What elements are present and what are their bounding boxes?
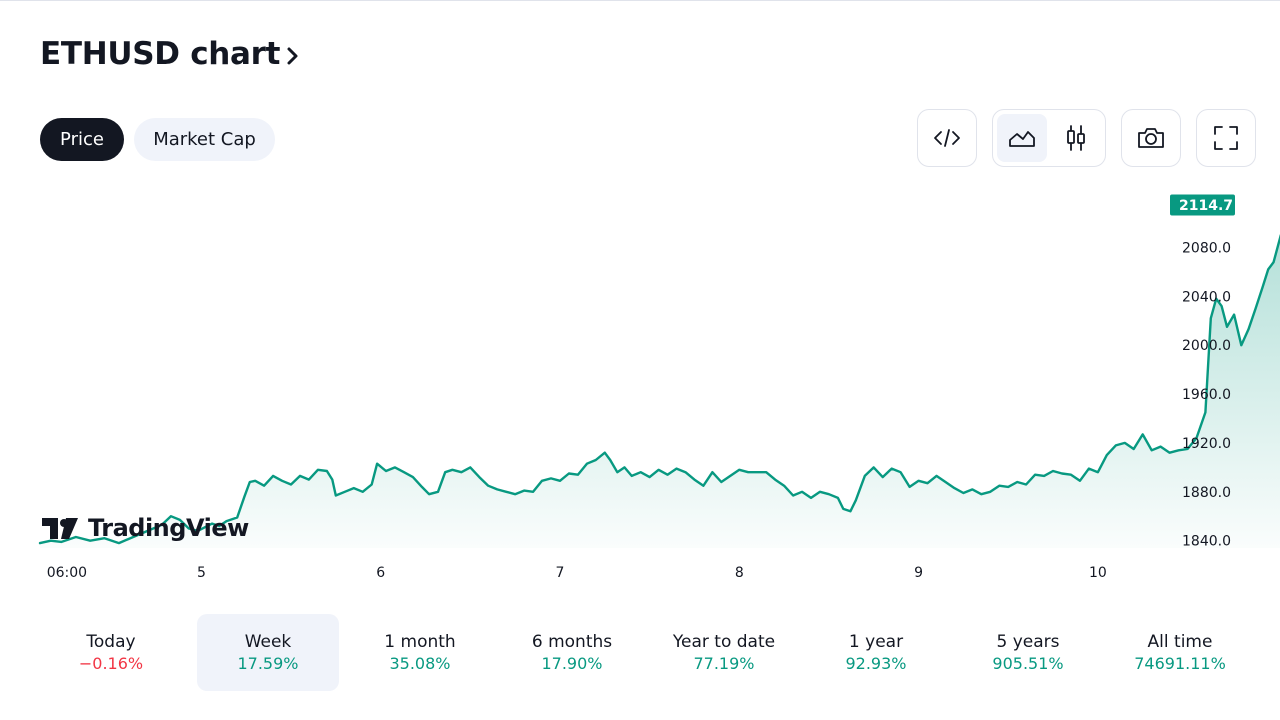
price-line xyxy=(38,234,1280,545)
y-tick-label: 2080.0 xyxy=(1182,240,1231,256)
y-tick-label: 1920.0 xyxy=(1182,436,1231,452)
page-title-text: ETHUSD chart xyxy=(40,36,281,72)
last-price-badge: 2114.7 xyxy=(1170,194,1235,216)
tab-price-label: Price xyxy=(60,129,104,150)
tradingview-watermark: TradingView xyxy=(42,514,250,542)
page-title[interactable]: ETHUSD chart xyxy=(40,36,300,72)
area-chart-icon xyxy=(1009,131,1035,147)
period-label: All time xyxy=(1147,631,1213,652)
period-week[interactable]: Week 17.59% xyxy=(197,614,339,691)
x-tick-label: 5 xyxy=(197,565,206,581)
embed-code-button[interactable] xyxy=(917,109,977,167)
period-1-month[interactable]: 1 month 35.08% xyxy=(349,614,491,691)
period-label: Year to date xyxy=(672,631,776,652)
last-price-label: 2114.7 xyxy=(1179,198,1233,214)
y-tick-label: 1960.0 xyxy=(1182,387,1231,403)
tradingview-logo-dot xyxy=(60,519,68,527)
tab-price[interactable]: Price xyxy=(40,118,124,161)
x-tick-label: 9 xyxy=(914,565,923,581)
chart-type-toggle xyxy=(992,109,1106,167)
period-change: 17.59% xyxy=(237,653,299,673)
period-change: 92.93% xyxy=(845,653,907,673)
price-chart[interactable]: 1840.0 1880.0 1920.0 1960.0 2000.0 2040.0 2080… xyxy=(0,180,1280,590)
y-tick-label: 1840.0 xyxy=(1182,534,1231,550)
chevron-right-icon xyxy=(287,47,298,65)
period-label: Week xyxy=(244,631,292,652)
period-all-time[interactable]: All time 74691.11% xyxy=(1109,614,1251,691)
period-today[interactable]: Today −0.16% xyxy=(40,614,182,691)
tab-market-cap[interactable]: Market Cap xyxy=(134,118,275,161)
y-tick-label: 2040.0 xyxy=(1182,289,1231,305)
x-tick-label: 06:00 xyxy=(47,565,87,581)
top-divider xyxy=(0,0,1280,1)
period-label: 1 year xyxy=(848,631,904,652)
area-chart-button[interactable] xyxy=(997,114,1047,162)
performance-periods: Today −0.16% Week 17.59% 1 month 35.08% … xyxy=(40,614,1256,691)
period-change: −0.16% xyxy=(78,653,144,673)
period-label: 5 years xyxy=(996,631,1060,652)
candlestick-chart-button[interactable] xyxy=(1051,114,1101,162)
x-tick-label: 7 xyxy=(556,565,565,581)
period-label: 6 months xyxy=(531,631,613,652)
period-year-to-date[interactable]: Year to date 77.19% xyxy=(653,614,795,691)
period-change: 905.51% xyxy=(992,653,1064,673)
embed-code-icon xyxy=(934,129,960,147)
x-tick-label: 8 xyxy=(735,565,744,581)
fullscreen-button[interactable] xyxy=(1196,109,1256,167)
period-change: 17.90% xyxy=(541,653,603,673)
candlestick-chart-icon xyxy=(1067,125,1085,151)
tab-market-cap-label: Market Cap xyxy=(153,129,256,150)
period-label: 1 month xyxy=(384,631,456,652)
fullscreen-icon xyxy=(1214,126,1238,150)
x-tick-label: 6 xyxy=(376,565,385,581)
screenshot-button[interactable] xyxy=(1121,109,1181,167)
x-tick-label: 10 xyxy=(1089,565,1107,581)
period-change: 35.08% xyxy=(389,653,451,673)
camera-icon xyxy=(1138,128,1164,148)
tradingview-wordmark: TradingView xyxy=(88,514,249,542)
y-tick-label: 1880.0 xyxy=(1182,485,1231,501)
period-change: 74691.11% xyxy=(1134,653,1226,673)
tradingview-logo-icon xyxy=(42,518,78,539)
period-5-years[interactable]: 5 years 905.51% xyxy=(957,614,1099,691)
period-1-year[interactable]: 1 year 92.93% xyxy=(805,614,947,691)
period-6-months[interactable]: 6 months 17.90% xyxy=(501,614,643,691)
period-label: Today xyxy=(86,631,136,652)
period-change: 77.19% xyxy=(693,653,755,673)
price-area-fill xyxy=(40,238,1280,548)
y-tick-label: 2000.0 xyxy=(1182,338,1231,354)
